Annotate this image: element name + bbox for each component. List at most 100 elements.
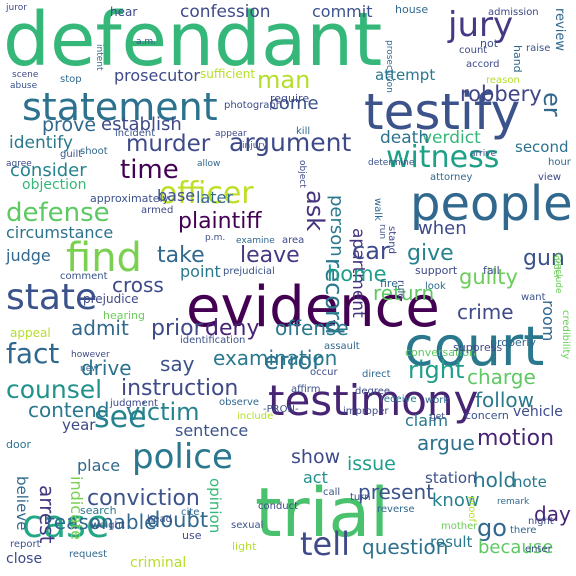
word-new: new: [80, 364, 99, 374]
word-require: require: [270, 92, 310, 105]
word-leave: leave: [240, 243, 300, 268]
word-sentence: sentence: [175, 421, 249, 440]
word-because: because: [478, 537, 554, 558]
word-death: death: [380, 128, 430, 148]
word-juror: juror: [6, 3, 27, 13]
word-hearing: hearing: [103, 309, 146, 322]
word-injury: injury: [242, 141, 268, 151]
word-conviction: conviction: [87, 486, 200, 511]
word-assault: assault: [324, 341, 360, 352]
word-result: result: [430, 533, 473, 551]
word-second: second: [515, 138, 569, 156]
word-attorney: attorney: [430, 172, 473, 183]
word-not: not: [480, 37, 499, 50]
word-vehicle: vehicle: [513, 404, 563, 420]
word-deny: deny: [205, 316, 260, 341]
word-right: right: [408, 356, 465, 384]
word-rule: rule: [395, 280, 406, 300]
word-station: station: [425, 469, 477, 487]
word-admit: admit: [71, 316, 129, 340]
word-cite: cite: [181, 507, 200, 518]
word-incident: incident: [115, 128, 156, 139]
word-prosecutor: prosecutor: [114, 66, 200, 85]
word-drive: drive: [81, 356, 132, 380]
word-argument: argument: [229, 128, 352, 157]
word-later: later: [196, 188, 233, 207]
word-close: close: [6, 551, 43, 567]
word-home: home: [327, 262, 387, 286]
word-arrive: arrive: [470, 149, 497, 159]
word-kill: kill: [296, 126, 311, 137]
word-error: error: [264, 347, 323, 375]
word-stand: stand: [386, 226, 397, 254]
word-contend: contend: [28, 398, 110, 422]
word-objection: objection: [22, 177, 87, 193]
word-case: case: [22, 502, 110, 546]
word-opinion: opinion: [206, 478, 224, 534]
word-prejudice: prejudice: [83, 292, 139, 306]
word-door: door: [6, 438, 31, 451]
word-p-m: p.m.: [205, 233, 226, 243]
word-defense: defense: [6, 198, 110, 228]
word-light: light: [232, 540, 257, 553]
word-counsel: counsel: [6, 375, 103, 404]
word-take: take: [157, 243, 205, 268]
word-search: search: [80, 504, 117, 517]
word-prejudicial: prejudicial: [223, 266, 275, 277]
word-suppress: suppress: [453, 341, 503, 354]
word-statement: statement: [22, 85, 218, 129]
word-doubt: doubt: [147, 508, 209, 532]
word-include: include: [237, 411, 274, 422]
word-police: police: [132, 437, 233, 477]
word-believe: believe: [13, 476, 31, 531]
word-fact: fact: [6, 337, 60, 370]
word-affirm: affirm: [291, 384, 321, 395]
word-head: head: [147, 514, 172, 525]
word-reasonable: reasonable: [46, 510, 157, 534]
word-say: say: [160, 352, 195, 376]
word-properly: properly: [490, 336, 536, 349]
word-judgment: judgment: [110, 398, 158, 409]
word-state: state: [6, 277, 98, 318]
word-work: work: [425, 395, 450, 406]
word-hand: hand: [511, 45, 524, 73]
word-motion: motion: [477, 426, 555, 451]
word-fail: fail: [483, 264, 500, 277]
word-however: however: [71, 350, 110, 360]
word-court: court: [404, 315, 545, 378]
word-attempt: attempt: [375, 66, 436, 84]
word-trial: trial: [255, 474, 390, 553]
word-approximately: approximately: [90, 192, 170, 205]
word-weight: weight: [91, 520, 125, 531]
word-instruction: instruction: [121, 376, 239, 401]
word-go: go: [477, 514, 507, 542]
word-there: there: [510, 525, 537, 536]
word-give: give: [407, 241, 454, 266]
word-run: run: [377, 224, 387, 240]
word-photograph: photograph: [224, 100, 283, 111]
word-prosecution: prosecution: [384, 40, 394, 93]
word-testimony: testimony: [268, 376, 479, 425]
word-know: know: [432, 490, 480, 511]
word-criminal: criminal: [130, 555, 187, 571]
word-commit: commit: [312, 2, 373, 21]
word-appeal: appeal: [10, 326, 51, 340]
word-get: get: [430, 412, 445, 422]
word-tell: tell: [300, 525, 351, 563]
word-walk: walk: [372, 198, 383, 221]
word-argue: argue: [417, 431, 475, 455]
word-charge: charge: [467, 365, 536, 389]
word-examine: examine: [236, 236, 275, 246]
word-intent: intent: [94, 44, 104, 71]
word-area: area: [282, 235, 305, 246]
word-allow: allow: [197, 159, 221, 169]
word-raise: raise: [526, 43, 551, 54]
word-base: base: [157, 186, 196, 205]
word-receive: receive: [380, 394, 417, 405]
word-officer: officer: [159, 176, 254, 211]
word-cross: cross: [112, 273, 164, 297]
word-concern: concern: [465, 409, 509, 422]
word-direct: direct: [362, 369, 391, 380]
word-examination: examination: [213, 346, 338, 370]
word-hold: hold: [473, 468, 517, 492]
